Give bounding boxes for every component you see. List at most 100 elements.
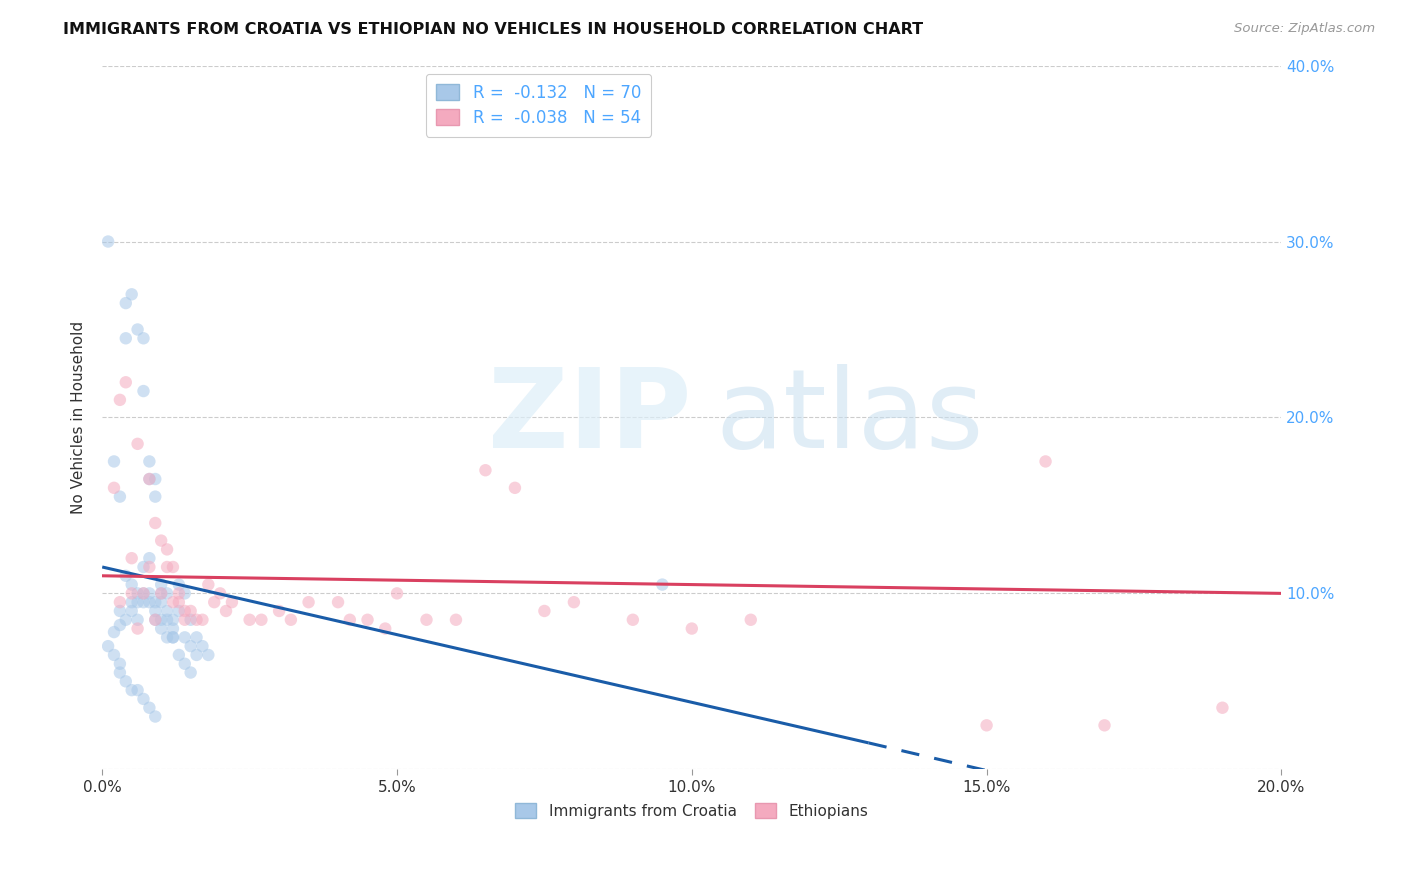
Point <box>108 490 131 504</box>
Point <box>215 604 238 618</box>
Point <box>297 595 319 609</box>
Point <box>156 542 179 557</box>
Point <box>143 604 166 618</box>
Point <box>173 613 195 627</box>
Point <box>339 613 361 627</box>
Point <box>121 595 143 609</box>
Point <box>186 631 208 645</box>
Point <box>138 586 160 600</box>
Point <box>143 595 166 609</box>
Point <box>167 586 190 600</box>
Point <box>114 331 136 345</box>
Point <box>209 586 232 600</box>
Point <box>250 613 273 627</box>
Point <box>108 604 131 618</box>
Point <box>97 235 120 249</box>
Point <box>127 613 149 627</box>
Legend: Immigrants from Croatia, Ethiopians: Immigrants from Croatia, Ethiopians <box>509 797 875 825</box>
Point <box>138 551 160 566</box>
Point <box>150 622 173 636</box>
Point <box>173 586 195 600</box>
Point <box>138 700 160 714</box>
Point <box>681 622 703 636</box>
Point <box>156 586 179 600</box>
Point <box>156 613 179 627</box>
Point <box>114 613 136 627</box>
Point <box>374 622 396 636</box>
Point <box>108 595 131 609</box>
Point <box>121 683 143 698</box>
Y-axis label: No Vehicles in Household: No Vehicles in Household <box>72 321 86 514</box>
Point <box>1094 718 1116 732</box>
Text: IMMIGRANTS FROM CROATIA VS ETHIOPIAN NO VEHICLES IN HOUSEHOLD CORRELATION CHART: IMMIGRANTS FROM CROATIA VS ETHIOPIAN NO … <box>63 22 924 37</box>
Text: atlas: atlas <box>716 364 984 471</box>
Point <box>173 657 195 671</box>
Point <box>97 639 120 653</box>
Point <box>162 560 184 574</box>
Point <box>121 586 143 600</box>
Point <box>143 490 166 504</box>
Point <box>132 586 155 600</box>
Point <box>103 481 125 495</box>
Point <box>167 577 190 591</box>
Point <box>180 665 202 680</box>
Point <box>138 472 160 486</box>
Point <box>167 648 190 662</box>
Point <box>127 437 149 451</box>
Point <box>186 648 208 662</box>
Point <box>444 613 467 627</box>
Point <box>197 577 219 591</box>
Text: ZIP: ZIP <box>488 364 692 471</box>
Point <box>114 674 136 689</box>
Point <box>162 613 184 627</box>
Point <box>740 613 762 627</box>
Point <box>138 472 160 486</box>
Point <box>533 604 555 618</box>
Point <box>385 586 408 600</box>
Point <box>114 296 136 310</box>
Point <box>150 533 173 548</box>
Point <box>138 595 160 609</box>
Point <box>108 665 131 680</box>
Point <box>239 613 262 627</box>
Point <box>156 631 179 645</box>
Point <box>1035 454 1057 468</box>
Point <box>143 709 166 723</box>
Point <box>180 639 202 653</box>
Point <box>103 625 125 640</box>
Point <box>132 331 155 345</box>
Point <box>651 577 673 591</box>
Point <box>127 622 149 636</box>
Point <box>143 613 166 627</box>
Point <box>415 613 437 627</box>
Point <box>103 648 125 662</box>
Point <box>114 376 136 390</box>
Point <box>186 613 208 627</box>
Point <box>267 604 290 618</box>
Point <box>202 595 225 609</box>
Point <box>138 560 160 574</box>
Point <box>103 454 125 468</box>
Point <box>108 657 131 671</box>
Point <box>621 613 644 627</box>
Point <box>108 392 131 407</box>
Point <box>162 622 184 636</box>
Point <box>127 586 149 600</box>
Point <box>474 463 496 477</box>
Point <box>150 577 173 591</box>
Point <box>132 384 155 398</box>
Point <box>173 631 195 645</box>
Point <box>562 595 585 609</box>
Point <box>150 595 173 609</box>
Point <box>114 568 136 582</box>
Point <box>121 577 143 591</box>
Point <box>143 472 166 486</box>
Point <box>976 718 998 732</box>
Point <box>326 595 349 609</box>
Point <box>1211 700 1233 714</box>
Point <box>162 631 184 645</box>
Point <box>197 648 219 662</box>
Point <box>162 631 184 645</box>
Point <box>191 639 214 653</box>
Point <box>180 604 202 618</box>
